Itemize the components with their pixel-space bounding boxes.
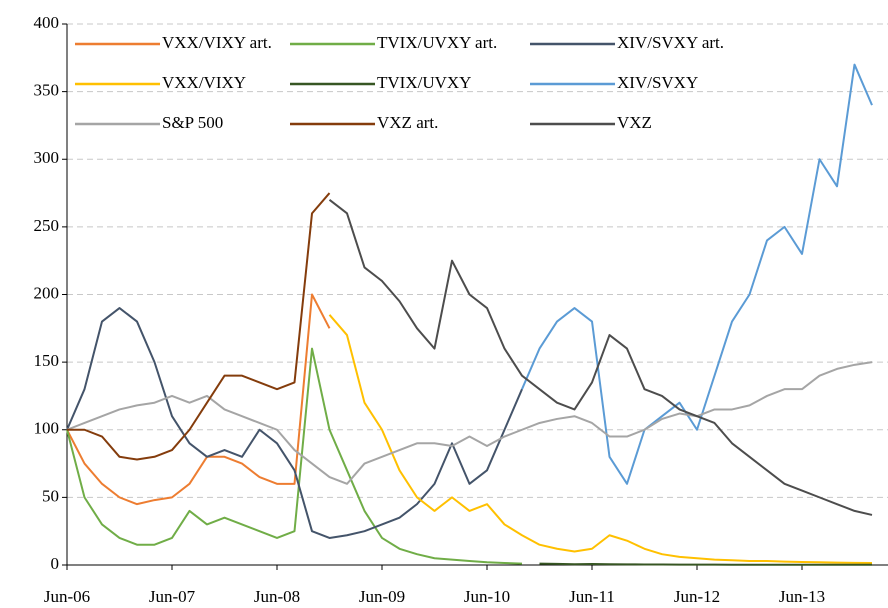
x-tick-label: Jun-07 <box>149 587 196 606</box>
series-line <box>66 347 523 565</box>
legend-label: XIV/SVXY art. <box>617 33 724 52</box>
x-tick-label: Jun-06 <box>44 587 90 606</box>
x-tick-label: Jun-10 <box>464 587 510 606</box>
x-tick-label: Jun-08 <box>254 587 300 606</box>
series-line <box>521 63 873 485</box>
series-line <box>67 192 331 461</box>
y-tick-label: 200 <box>34 283 60 302</box>
legend-label: TVIX/UVXY art. <box>377 33 497 52</box>
x-tick-label: Jun-12 <box>674 587 720 606</box>
legend-label: VXZ <box>617 113 652 132</box>
y-tick-label: 100 <box>34 419 60 438</box>
series-line <box>66 307 523 539</box>
legend-label: VXZ art. <box>377 113 438 132</box>
legend-label: TVIX/UVXY <box>377 73 471 92</box>
series-line <box>539 562 872 566</box>
y-tick-label: 250 <box>34 216 60 235</box>
legend-label: S&P 500 <box>162 113 223 132</box>
series-line <box>328 314 873 564</box>
legend-label: VXX/VIXY art. <box>162 33 272 52</box>
legend-label: VXX/VIXY <box>162 73 246 92</box>
y-tick-label: 350 <box>34 81 60 100</box>
series-line <box>328 199 873 516</box>
y-tick-label: 0 <box>51 554 60 573</box>
series-line <box>66 361 873 485</box>
y-tick-label: 300 <box>34 148 60 167</box>
x-tick-label: Jun-13 <box>779 587 825 606</box>
legend-label: XIV/SVXY <box>617 73 698 92</box>
x-tick-label: Jun-11 <box>569 587 615 606</box>
y-tick-label: 50 <box>42 486 59 505</box>
x-tick-label: Jun-09 <box>359 587 405 606</box>
y-tick-label: 400 <box>34 13 60 32</box>
y-tick-label: 150 <box>34 351 60 370</box>
series-line <box>66 293 331 506</box>
